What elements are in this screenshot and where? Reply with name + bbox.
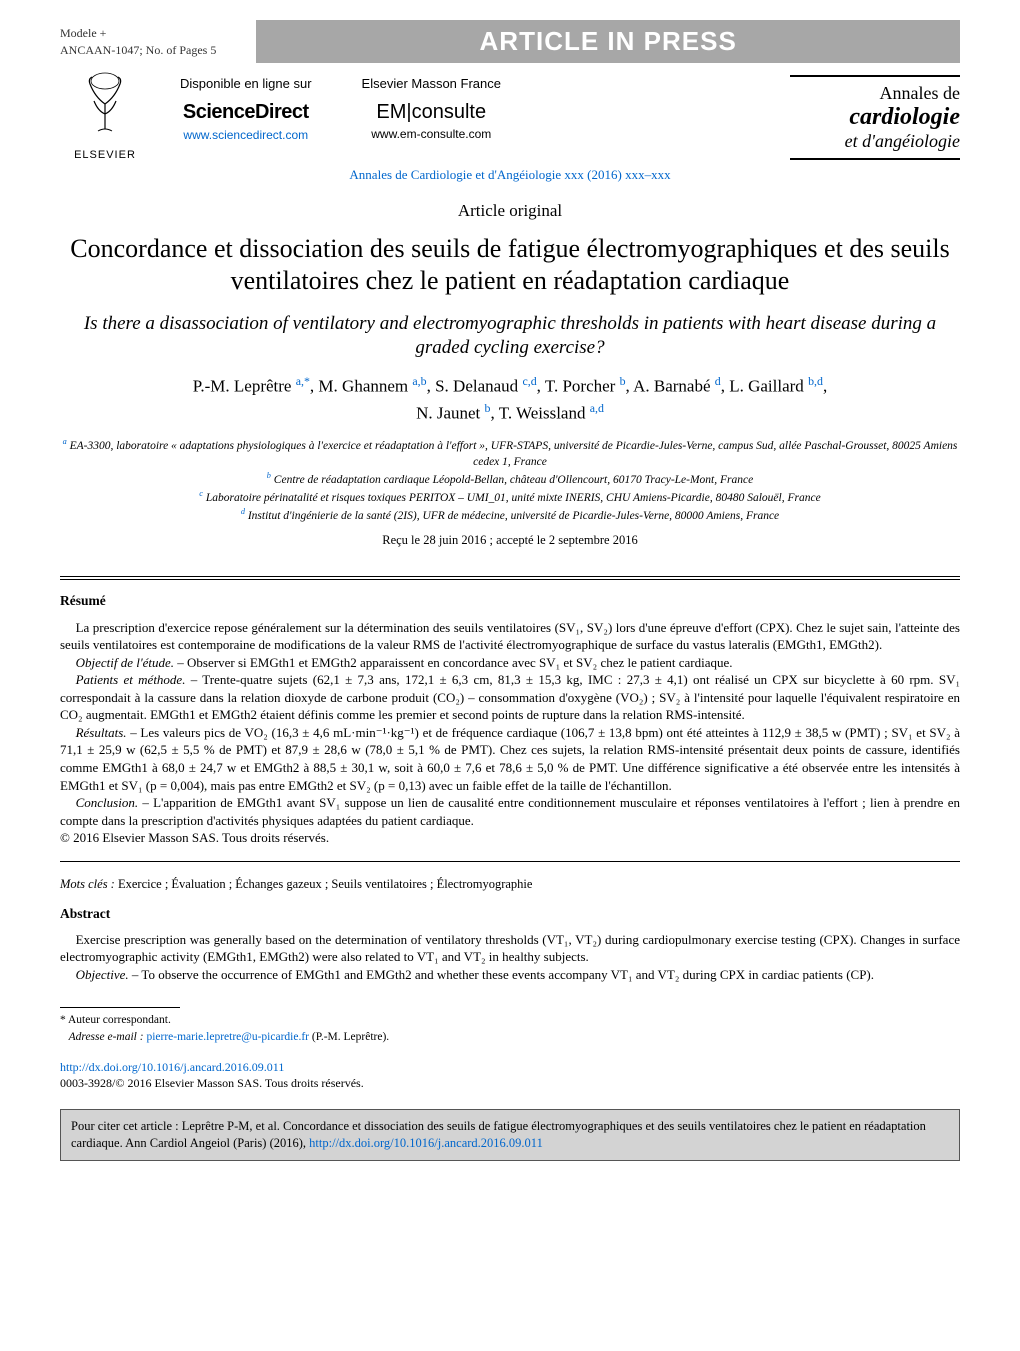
resume-p3-label: Patients et méthode. (76, 672, 186, 687)
abstract-p2: Objective. – To observe the occurrence o… (60, 966, 960, 984)
issn-line: 0003-3928/© 2016 Elsevier Masson SAS. To… (60, 1075, 960, 1091)
affiliation-c: c Laboratoire périnatalité et risques to… (60, 488, 960, 506)
resume-heading: Résumé (60, 592, 960, 610)
article-type: Article original (60, 200, 960, 223)
modele-line2: ANCAAN-1047; No. of Pages 5 (60, 42, 216, 58)
emc-publisher: Elsevier Masson France (362, 75, 501, 93)
footnote-email-line: Adresse e-mail : pierre-marie.lepretre@u… (60, 1029, 960, 1045)
affiliation-d-text: Institut d'ingénierie de la santé (2IS),… (248, 509, 779, 521)
footnote-email-suffix: (P.-M. Leprêtre). (309, 1031, 389, 1043)
journal-title-block: Annales de cardiologie et d'angéiologie (790, 69, 960, 160)
sciencedirect-logo: ScienceDirect (180, 99, 312, 126)
footnotes: * Auteur correspondant. Adresse e-mail :… (60, 1012, 960, 1044)
emconsulte-block: Elsevier Masson France EM|consulte www.e… (362, 75, 501, 143)
authors-list: P.-M. Leprêtre a,*, M. Ghannem a,b, S. D… (60, 373, 960, 425)
abstract-heading: Abstract (60, 905, 960, 923)
resume-p4: Résultats. – Les valeurs pics de VO₂ (16… (60, 724, 960, 794)
header-top: Modele + ANCAAN-1047; No. of Pages 5 ART… (60, 20, 960, 63)
brand-row: ELSEVIER Disponible en ligne sur Science… (60, 69, 960, 162)
sciencedirect-link[interactable]: www.sciencedirect.com (183, 128, 308, 142)
abstract-p2-text: – To observe the occurrence of EMGth1 an… (129, 967, 874, 982)
resume-p1: La prescription d'exercice repose généra… (60, 619, 960, 654)
elsevier-tree-icon (70, 69, 140, 139)
affiliation-a-text: EA-3300, laboratoire « adaptations physi… (70, 440, 958, 468)
citation-box: Pour citer cet article : Leprêtre P-M, e… (60, 1109, 960, 1161)
rule-top-thin (60, 579, 960, 580)
journal-line2: cardiologie (790, 104, 960, 132)
affiliation-d: d Institut d'ingénierie de la santé (2IS… (60, 506, 960, 524)
resume-p5-label: Conclusion. (76, 795, 138, 810)
emconsulte-url: www.em-consulte.com (362, 126, 501, 142)
modele-block: Modele + ANCAAN-1047; No. of Pages 5 (60, 25, 216, 57)
citation-box-link[interactable]: http://dx.doi.org/10.1016/j.ancard.2016.… (309, 1136, 543, 1150)
doi-block: http://dx.doi.org/10.1016/j.ancard.2016.… (60, 1059, 960, 1091)
resume-body: La prescription d'exercice repose généra… (60, 619, 960, 847)
journal-line3: et d'angéiologie (790, 131, 960, 152)
article-dates: Reçu le 28 juin 2016 ; accepté le 2 sept… (60, 532, 960, 549)
affiliation-a: a EA-3300, laboratoire « adaptations phy… (60, 436, 960, 470)
mots-cles-value: Exercice ; Évaluation ; Échanges gazeux … (115, 877, 533, 891)
rule-after-resume (60, 861, 960, 862)
citation-line: Annales de Cardiologie et d'Angéiologie … (60, 166, 960, 184)
abstract-p1: Exercise prescription was generally base… (60, 931, 960, 966)
footnote-email-link[interactable]: pierre-marie.lepretre@u-picardie.fr (146, 1031, 309, 1043)
affiliations: a EA-3300, laboratoire « adaptations phy… (60, 436, 960, 524)
journal-name: Annales de cardiologie et d'angéiologie (790, 75, 960, 160)
article-in-press-banner: ARTICLE IN PRESS (256, 20, 960, 63)
resume-p3: Patients et méthode. – Trente-quatre suj… (60, 671, 960, 724)
resume-p4-text: – Les valeurs pics de VO₂ (16,3 ± 4,6 mL… (60, 725, 960, 793)
emc-consulte: consulte (412, 101, 487, 123)
resume-p3-text: – Trente-quatre sujets (62,1 ± 7,3 ans, … (60, 672, 960, 722)
title-english: Is there a disassociation of ventilatory… (60, 312, 960, 360)
abstract-p2-label: Objective. (76, 967, 129, 982)
emconsulte-logo: EM|consulte (362, 99, 501, 126)
citation-link[interactable]: Annales de Cardiologie et d'Angéiologie … (349, 167, 670, 182)
resume-p2-text: – Observer si EMGth1 et EMGth2 apparaiss… (174, 655, 732, 670)
emc-em: EM (376, 101, 406, 123)
resume-p4-label: Résultats. (76, 725, 127, 740)
brand-center: Disponible en ligne sur ScienceDirect ww… (180, 69, 790, 143)
affiliation-b: b Centre de réadaptation cardiaque Léopo… (60, 470, 960, 488)
abstract-body: Exercise prescription was generally base… (60, 931, 960, 984)
title-french: Concordance et dissociation des seuils d… (60, 233, 960, 298)
footnote-email-label: Adresse e-mail : (69, 1031, 144, 1043)
doi-link[interactable]: http://dx.doi.org/10.1016/j.ancard.2016.… (60, 1060, 284, 1074)
journal-line1: Annales de (790, 83, 960, 104)
resume-p2-label: Objectif de l'étude. (76, 655, 174, 670)
modele-line1: Modele + (60, 25, 216, 41)
resume-p2: Objectif de l'étude. – Observer si EMGth… (60, 654, 960, 672)
mots-cles: Mots clés : Exercice ; Évaluation ; Écha… (60, 876, 960, 893)
affiliation-b-text: Centre de réadaptation cardiaque Léopold… (274, 474, 753, 486)
footnote-separator (60, 1007, 180, 1008)
affiliation-c-text: Laboratoire périnatalité et risques toxi… (206, 492, 821, 504)
resume-copyright: © 2016 Elsevier Masson SAS. Tous droits … (60, 829, 960, 847)
elsevier-logo-block: ELSEVIER (60, 69, 150, 162)
mots-cles-label: Mots clés : (60, 877, 115, 891)
resume-p5: Conclusion. – L'apparition de EMGth1 ava… (60, 794, 960, 829)
elsevier-name: ELSEVIER (60, 148, 150, 163)
footnote-corresponding: * Auteur correspondant. (60, 1012, 960, 1028)
sd-available-label: Disponible en ligne sur (180, 75, 312, 93)
resume-p5-text: – L'apparition de EMGth1 avant SV₁ suppo… (60, 795, 960, 828)
sciencedirect-block: Disponible en ligne sur ScienceDirect ww… (180, 75, 312, 143)
rule-top (60, 576, 960, 577)
